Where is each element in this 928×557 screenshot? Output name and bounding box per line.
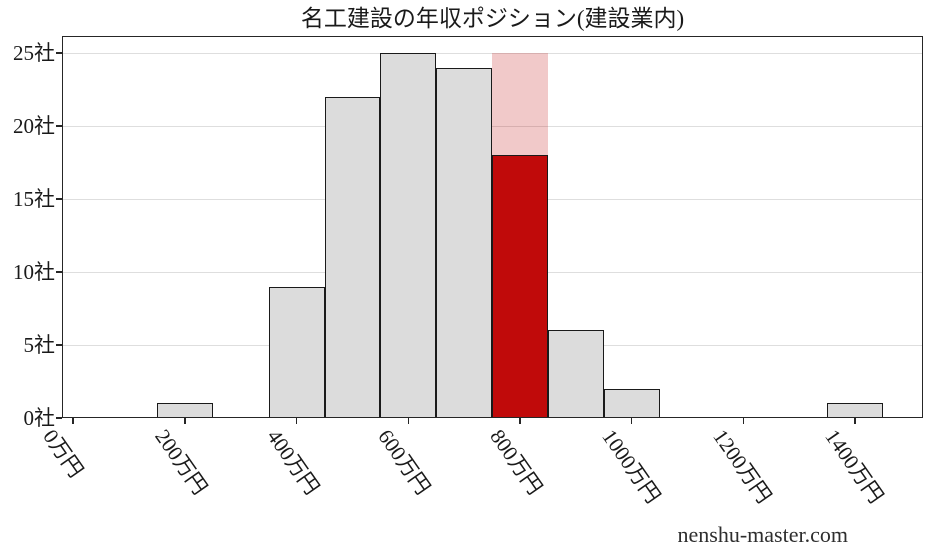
y-tick-mark (56, 344, 62, 346)
gridline (62, 125, 923, 127)
bar-200 (156, 403, 213, 418)
x-tick-label: 0万円 (38, 425, 89, 482)
x-tick-mark (854, 418, 856, 424)
bar-700 (436, 67, 493, 418)
y-tick-mark (56, 417, 62, 419)
y-tick-label: 25社 (13, 41, 55, 65)
x-tick-label: 1200万円 (708, 425, 777, 508)
y-tick-mark (56, 198, 62, 200)
y-tick-label: 5社 (23, 333, 56, 357)
x-tick-mark (407, 418, 410, 424)
y-tick-mark (56, 125, 62, 127)
gridline (62, 52, 923, 54)
x-tick-label: 800万円 (485, 425, 548, 499)
x-tick-mark (742, 418, 745, 424)
y-tick-mark (56, 52, 62, 54)
x-tick-mark (630, 418, 633, 424)
bar-400 (268, 286, 325, 418)
y-tick-mark (56, 271, 62, 273)
highlight-bar (492, 155, 548, 418)
x-tick-mark (295, 418, 298, 424)
plot-area (62, 36, 923, 418)
watermark: nenshu-master.com (677, 522, 848, 547)
x-tick-mark (519, 418, 521, 424)
y-tick-label: 20社 (13, 114, 55, 138)
y-tick-label: 15社 (13, 187, 55, 211)
bar-500 (324, 96, 381, 418)
chart-title: 名工建設の年収ポジション(建設業内) (300, 6, 685, 31)
x-tick-label: 200万円 (150, 425, 213, 499)
bar-1400 (827, 403, 884, 418)
x-tick-label: 600万円 (373, 425, 436, 499)
y-tick-label: 10社 (13, 260, 55, 284)
bar-600 (380, 53, 437, 418)
bar-900 (547, 330, 604, 418)
x-tick-label: 1400万円 (820, 425, 889, 508)
y-tick-label: 0社 (23, 406, 56, 430)
x-tick-mark (72, 418, 74, 424)
bar-1000 (603, 388, 660, 418)
x-tick-label: 1000万円 (597, 425, 665, 508)
x-tick-label: 400万円 (261, 425, 324, 499)
x-tick-mark (184, 418, 186, 424)
